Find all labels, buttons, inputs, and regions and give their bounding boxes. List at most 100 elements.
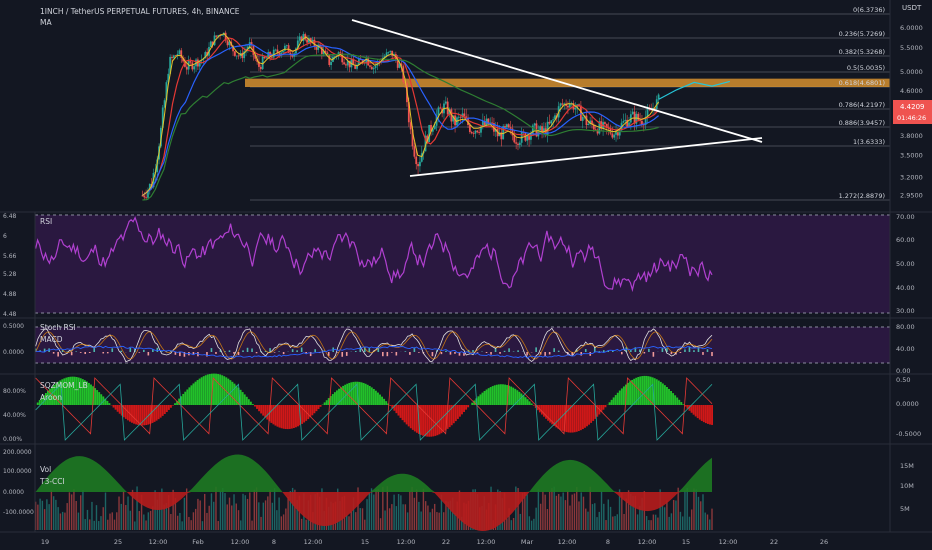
volume-bar — [431, 508, 434, 530]
candle-body — [413, 146, 416, 157]
candle-body — [243, 51, 246, 59]
fib-0618-zone — [245, 78, 890, 88]
candle-body — [457, 116, 460, 118]
volume-bar — [594, 503, 596, 530]
volume-bar — [704, 512, 706, 530]
projection-path[interactable] — [658, 80, 730, 100]
sqzmom-bar — [370, 387, 373, 405]
bar-countdown: 01:46:26 — [897, 114, 926, 122]
volume-bar — [127, 496, 129, 530]
volume-bar — [406, 512, 409, 530]
candle-body — [278, 52, 281, 56]
volume-bar — [176, 515, 179, 530]
volume-bar — [120, 503, 122, 530]
candle-body — [430, 124, 432, 132]
candle-body — [444, 101, 447, 104]
sqzmom-bar — [608, 402, 611, 405]
volume-bar — [375, 489, 377, 530]
volume-bar — [192, 512, 195, 530]
volume-bar — [102, 507, 104, 530]
volume-bar — [370, 488, 373, 530]
volume-bar — [291, 487, 294, 530]
candle-body — [592, 124, 595, 130]
volume-bar — [355, 512, 357, 530]
sqzmom-bar — [223, 376, 226, 405]
time-tick-label: 8 — [606, 538, 610, 546]
sqzmom-bar — [686, 405, 689, 409]
sqzmom-bar — [202, 376, 205, 405]
candle-body — [474, 130, 477, 134]
candle-body — [470, 131, 473, 134]
sqzmom-bar — [75, 377, 78, 405]
sqzmom-bar — [307, 405, 310, 420]
macd-hist-bar — [566, 352, 569, 356]
triangle-upper-line[interactable] — [351, 19, 763, 143]
cci-left-tick-label: -100.0000 — [3, 509, 34, 516]
sqz-left-tick-label: 80.00% — [3, 388, 26, 395]
candle-body — [309, 38, 312, 43]
candle-body — [189, 61, 192, 63]
sqzmom-bar — [188, 387, 191, 405]
sqzmom-bar — [36, 402, 39, 405]
fib-level-label: 0(6.3736) — [853, 6, 885, 14]
sqzmom-bar — [204, 375, 207, 405]
volume-bar — [242, 493, 244, 530]
macd-hist-bar — [233, 352, 235, 354]
sqzmom-bar — [489, 387, 492, 405]
stoch-macd-pane[interactable]: Stoch RSI MACD 80.00 40.00 0.00 0.5000 0.000… — [0, 317, 932, 375]
volume-bar — [57, 507, 59, 530]
candle-body — [507, 124, 510, 128]
volume-bar — [535, 507, 537, 530]
candle-body — [176, 54, 179, 56]
aroon-label: Aroon — [40, 393, 62, 402]
sqzmom-bar — [399, 405, 402, 418]
aroon-down-line — [35, 383, 713, 441]
time-tick-label: 25 — [114, 538, 122, 546]
volume-bar — [564, 500, 567, 530]
sqzmom-aroon-pane[interactable]: SQZMOM_LB Aroon 0.50 0.0000 -0.5000 80.00% 4… — [0, 373, 932, 443]
sqzmom-bar — [387, 403, 390, 405]
volume-bar — [111, 512, 113, 530]
candle-body — [235, 55, 238, 57]
macd-hist-bar — [305, 352, 307, 354]
sqzmom-bar — [557, 405, 560, 429]
sqzmom-bar — [360, 382, 363, 405]
time-tick-label: 15 — [682, 538, 690, 546]
sqzmom-bar — [434, 405, 437, 436]
sqzmom-bar — [694, 405, 697, 417]
vol-t3cci-pane[interactable]: Vol T3-CCI 15M 10M 5M 200.0000 100.0000 0.000… — [0, 443, 932, 531]
sqzmom-bar — [436, 405, 439, 436]
sqzmom-bar — [438, 405, 441, 435]
squeeze-momentum-histogram — [36, 373, 713, 437]
sqzmom-bar — [430, 405, 433, 437]
sqzmom-bar — [411, 405, 414, 430]
rsi-tick-label: 60.00 — [896, 236, 915, 244]
macd-hist-bar — [670, 352, 673, 355]
candle-body — [345, 64, 347, 66]
sqzmom-bar — [333, 392, 336, 405]
sqzmom-bar — [233, 383, 236, 405]
sqzmom-bar — [338, 388, 340, 405]
sqzmom-bar — [497, 384, 500, 405]
sqz-left-tick-label: 40.00% — [3, 412, 26, 419]
candle-body — [291, 54, 294, 57]
rsi-pane[interactable]: RSI 70.00 60.00 50.00 40.00 30.00 6.48 6 5.66 5.… — [0, 211, 932, 318]
rsi-left-tick-label: 6 — [3, 233, 7, 240]
time-axis[interactable]: 19 25 12:00 Feb 12:00 8 12:00 15 12:00 22 12:00 Mar… — [0, 531, 932, 550]
volume-bar — [75, 501, 77, 530]
volume-bar — [706, 514, 709, 530]
sqzmom-bar — [178, 398, 181, 405]
macd-hist-bar — [557, 350, 560, 352]
candle-body — [500, 132, 503, 140]
time-tick-label: 8 — [272, 538, 276, 546]
sqzmom-bar — [288, 405, 291, 429]
volume-bar — [449, 500, 452, 530]
candle-body — [591, 120, 593, 125]
price-pane[interactable]: 1INCH / TetherUS PERPETUAL FUTURES, 4h, … — [0, 0, 932, 212]
volume-bar — [305, 519, 307, 530]
candle-body — [172, 55, 175, 58]
volume-bar — [580, 492, 582, 530]
macd-hist-bar — [336, 352, 339, 353]
candle-body — [171, 56, 173, 58]
triangle-lower-line[interactable] — [409, 137, 763, 177]
